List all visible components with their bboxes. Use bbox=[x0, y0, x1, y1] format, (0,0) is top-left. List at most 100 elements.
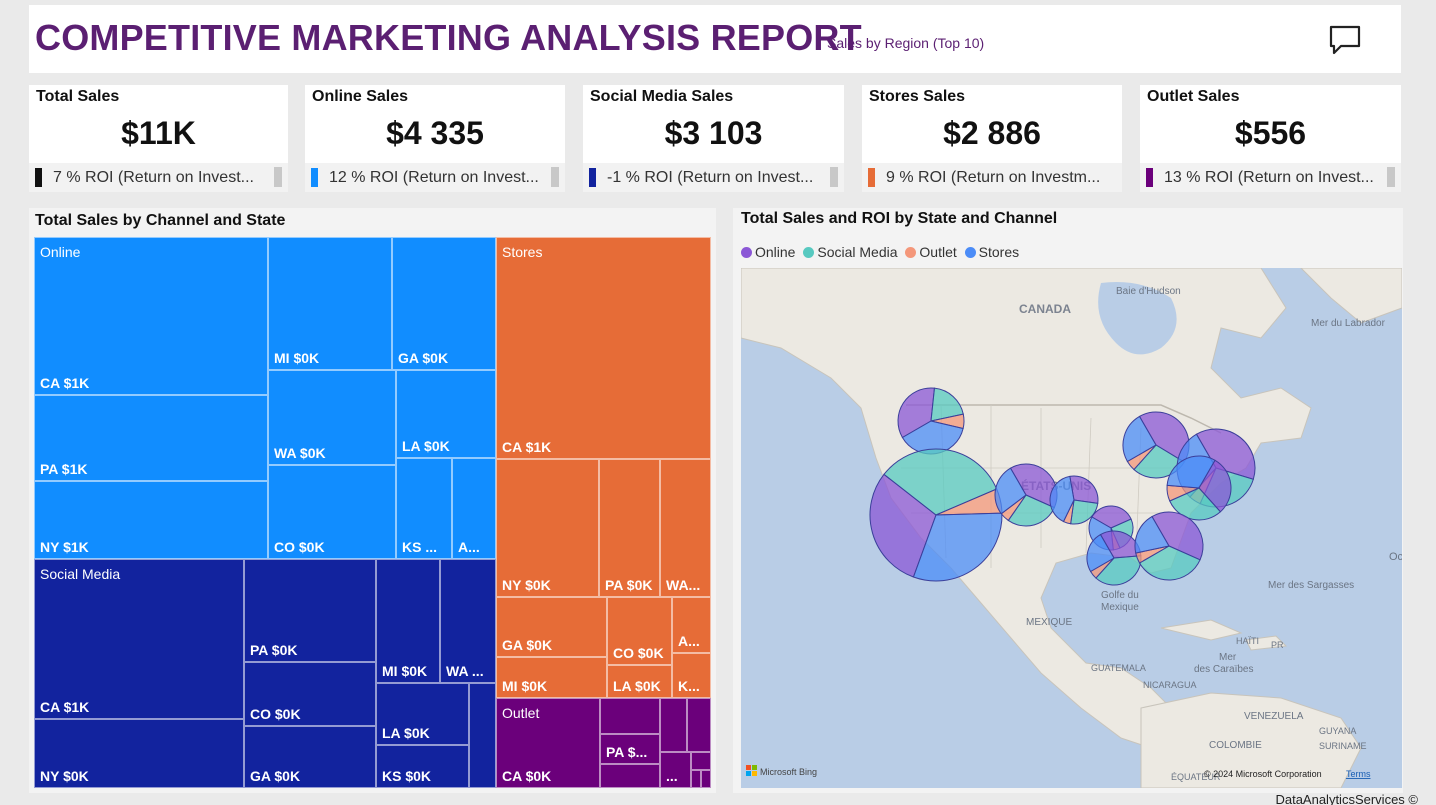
treemap-tile[interactable]: MI $0K bbox=[496, 657, 607, 698]
treemap-tile[interactable]: WA... bbox=[660, 459, 711, 597]
bubble-layer bbox=[869, 387, 1256, 586]
legend-label: Online bbox=[755, 244, 796, 260]
legend-item-social-media[interactable]: Social Media bbox=[803, 244, 898, 260]
bubble-slice[interactable] bbox=[1198, 459, 1232, 513]
map-label: Oc bbox=[1389, 551, 1402, 563]
kpi-color-bar bbox=[868, 168, 875, 187]
treemap-tile[interactable]: Social Media CA $1K bbox=[34, 559, 244, 719]
bubble-map[interactable]: Baie d'Hudson CANADA Mer du Labrador ÉTA… bbox=[741, 268, 1402, 788]
kpi-roi-text: -1 % ROI (Return on Invest... bbox=[607, 169, 814, 186]
map-label: Mer du Labrador bbox=[1311, 318, 1386, 329]
kpi-card-total-sales: Total Sales $11K 7 % ROI (Return on Inve… bbox=[29, 85, 288, 192]
treemap-tile[interactable]: NY $0K bbox=[496, 459, 599, 597]
treemap-tile[interactable]: GA $0K bbox=[244, 726, 376, 788]
kpi-card-stores-sales: Stores Sales $2 886 9 % ROI (Return on I… bbox=[862, 85, 1122, 192]
bubble-slice[interactable] bbox=[1049, 475, 1075, 523]
bubble-slice[interactable] bbox=[1134, 515, 1170, 554]
treemap-tile[interactable] bbox=[469, 683, 496, 788]
kpi-scrollbar[interactable] bbox=[1387, 167, 1395, 187]
treemap-tile[interactable] bbox=[660, 698, 687, 752]
legend-item-stores[interactable]: Stores bbox=[964, 244, 1020, 260]
map-terms-link[interactable]: Terms bbox=[1346, 769, 1371, 779]
bubble-slice[interactable] bbox=[1070, 499, 1099, 525]
treemap-tile[interactable] bbox=[687, 698, 711, 752]
treemap-tile[interactable] bbox=[600, 698, 660, 734]
treemap-tile-label: NY $0K bbox=[502, 577, 551, 593]
treemap-tile[interactable]: GA $0K bbox=[496, 597, 607, 657]
legend-dot bbox=[905, 247, 917, 258]
treemap-group-label: Stores bbox=[502, 244, 543, 260]
treemap-tile[interactable]: WA ... bbox=[440, 559, 496, 683]
kpi-card-outlet-sales: Outlet Sales $556 13 % ROI (Return on In… bbox=[1140, 85, 1401, 192]
kpi-roi-text: 12 % ROI (Return on Invest... bbox=[329, 169, 539, 186]
treemap-tile[interactable]: MI $0K bbox=[268, 237, 392, 370]
treemap-tile[interactable]: KS ... bbox=[396, 458, 452, 559]
treemap-tile[interactable]: GA $0K bbox=[392, 237, 496, 370]
bubble-slice[interactable] bbox=[1086, 533, 1115, 573]
bing-text: Microsoft Bing bbox=[760, 767, 817, 777]
treemap-tile[interactable]: MI $0K bbox=[376, 559, 440, 683]
treemap-tile-label: GA $0K bbox=[398, 350, 449, 366]
treemap-tile-label: CO $0K bbox=[613, 645, 664, 661]
treemap-tile[interactable] bbox=[600, 764, 660, 788]
bubble-slice[interactable] bbox=[1122, 415, 1157, 463]
legend-item-online[interactable]: Online bbox=[741, 244, 795, 260]
treemap-tile[interactable]: ... bbox=[660, 752, 691, 788]
treemap-tile[interactable]: WA $0K bbox=[268, 370, 396, 465]
treemap-tile[interactable]: Outlet CA $0K bbox=[496, 698, 600, 788]
page-title: COMPETITIVE MARKETING ANALYSIS REPORT bbox=[35, 17, 862, 58]
bubble-slice[interactable] bbox=[883, 448, 998, 516]
bubble-slice[interactable] bbox=[897, 387, 935, 439]
kpi-value: $556 bbox=[1234, 115, 1307, 151]
map-label: NICARAGUA bbox=[1143, 680, 1197, 690]
treemap-tile-label: WA $0K bbox=[274, 445, 326, 461]
treemap-tile[interactable]: Stores CA $1K bbox=[496, 237, 711, 459]
kpi-footer: 7 % ROI (Return on Invest... bbox=[29, 163, 288, 192]
treemap-tile[interactable]: A... bbox=[672, 597, 711, 653]
treemap-tile[interactable] bbox=[691, 770, 701, 788]
map-label: SURINAME bbox=[1319, 741, 1367, 751]
treemap-tile[interactable] bbox=[691, 752, 711, 770]
treemap-title: Total Sales by Channel and State bbox=[35, 212, 286, 229]
kpi-scrollbar[interactable] bbox=[274, 167, 282, 187]
treemap-tile[interactable]: CO $0K bbox=[607, 597, 672, 665]
treemap-tile[interactable]: A... bbox=[452, 458, 496, 559]
treemap-tile[interactable]: LA $0K bbox=[607, 665, 672, 698]
treemap-tile[interactable]: Online CA $1K bbox=[34, 237, 268, 395]
treemap-tile[interactable]: KS $0K bbox=[376, 745, 469, 788]
legend-item-outlet[interactable]: Outlet bbox=[905, 244, 957, 260]
treemap-tile[interactable] bbox=[701, 770, 711, 788]
treemap-tile[interactable]: LA $0K bbox=[396, 370, 496, 458]
treemap-tile[interactable]: NY $0K bbox=[34, 719, 244, 788]
kpi-scrollbar[interactable] bbox=[551, 167, 559, 187]
bubble-slice[interactable] bbox=[1195, 428, 1256, 480]
bubble-slice[interactable] bbox=[912, 512, 1003, 582]
treemap-tile[interactable]: PA $... bbox=[600, 734, 660, 764]
treemap-tile-label: PA $1K bbox=[40, 461, 88, 477]
treemap-tile[interactable]: PA $0K bbox=[599, 459, 660, 597]
map-label: Mexique bbox=[1101, 602, 1139, 613]
treemap-tile[interactable]: PA $0K bbox=[244, 559, 376, 662]
treemap-tile-label: PA $... bbox=[606, 744, 648, 760]
bubble-slice[interactable] bbox=[1069, 475, 1099, 504]
kpi-color-bar bbox=[589, 168, 596, 187]
bubble-slice[interactable] bbox=[1166, 455, 1216, 489]
bubble-slice[interactable] bbox=[1169, 487, 1222, 521]
legend-label: Stores bbox=[978, 244, 1020, 260]
bubble-slice[interactable] bbox=[869, 473, 937, 578]
kpi-scrollbar[interactable] bbox=[830, 167, 838, 187]
treemap-tile[interactable]: K... bbox=[672, 653, 711, 698]
treemap-tile[interactable]: NY $1K bbox=[34, 481, 268, 559]
bubble-slice[interactable] bbox=[994, 467, 1027, 515]
treemap-tile[interactable]: LA $0K bbox=[376, 683, 469, 745]
legend-dot bbox=[803, 247, 815, 258]
map-label: GUYANA bbox=[1319, 726, 1356, 736]
treemap-tile[interactable]: PA $1K bbox=[34, 395, 268, 481]
kpi-color-bar bbox=[35, 168, 42, 187]
treemap-tile[interactable]: CO $0K bbox=[244, 662, 376, 726]
comment-icon[interactable] bbox=[1328, 23, 1362, 57]
treemap-tile[interactable]: CO $0K bbox=[268, 465, 396, 559]
map-label: GUATEMALA bbox=[1091, 663, 1146, 673]
bubble-slice[interactable] bbox=[930, 387, 964, 422]
bubble-slice[interactable] bbox=[1151, 511, 1204, 561]
